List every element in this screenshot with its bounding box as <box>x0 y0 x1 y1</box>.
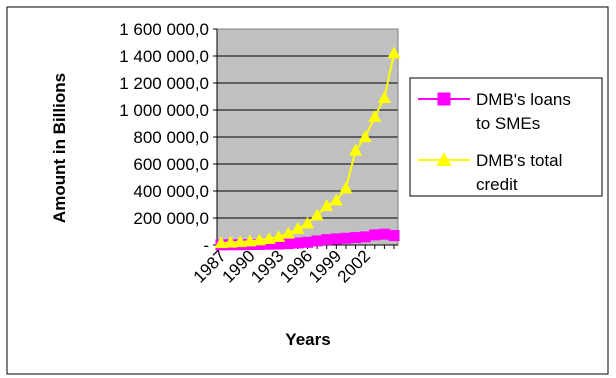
y-tick-label: 200 000,0 <box>133 209 209 228</box>
legend-label: DMB's loans to SMEs <box>476 90 571 133</box>
y-tick-label: 1 400 000,0 <box>119 47 209 66</box>
data-point <box>339 181 353 194</box>
data-point <box>387 46 401 59</box>
data-point <box>321 234 333 246</box>
data-point <box>233 235 247 248</box>
data-point <box>368 109 382 122</box>
data-point <box>377 91 391 103</box>
data-point <box>302 236 313 248</box>
y-tick-label: 800 000,0 <box>133 128 209 147</box>
series <box>214 46 401 251</box>
data-point <box>214 236 228 249</box>
data-point <box>350 232 362 244</box>
data-point <box>300 216 315 229</box>
legend: DMB's loans to SMEs DMB's total credit <box>409 77 603 197</box>
data-point <box>388 230 400 242</box>
data-point <box>320 199 334 211</box>
data-point <box>310 208 324 221</box>
data-point <box>330 233 342 245</box>
legend-item: DMB's loans to SMEs <box>418 90 571 133</box>
data-point <box>329 193 343 206</box>
data-point <box>224 235 238 248</box>
data-point <box>369 229 381 241</box>
series-dmb-total-credit <box>214 46 401 249</box>
data-point <box>292 237 304 249</box>
legend-label: DMB's total credit <box>476 151 562 194</box>
data-point <box>272 230 286 242</box>
data-point <box>291 222 305 234</box>
y-axis-ticks: - 200 000,0 400 000,0 600 000,0 800 000,0 1 0… <box>119 20 217 255</box>
data-point <box>243 234 257 247</box>
data-point <box>436 152 452 167</box>
data-point <box>359 231 371 243</box>
y-tick-label: 1 000 000,0 <box>119 101 209 120</box>
data-point <box>340 232 352 244</box>
legend-item: DMB's total credit <box>418 151 562 194</box>
data-point <box>311 235 323 247</box>
y-axis-title: Amount in Billions <box>50 73 69 223</box>
data-point <box>378 228 390 240</box>
data-point <box>282 238 294 250</box>
data-point <box>437 92 451 106</box>
data-point <box>358 130 372 143</box>
data-point <box>348 143 363 156</box>
y-tick-label: 600 000,0 <box>133 155 209 174</box>
y-tick-label: - <box>203 236 209 255</box>
y-tick-label: 1 200 000,0 <box>119 74 209 93</box>
x-axis-title: Years <box>285 330 330 349</box>
data-point <box>252 233 267 246</box>
y-tick-label: 1 600 000,0 <box>119 20 209 39</box>
data-point <box>281 226 295 239</box>
data-point <box>262 232 276 245</box>
y-tick-label: 400 000,0 <box>133 182 209 201</box>
